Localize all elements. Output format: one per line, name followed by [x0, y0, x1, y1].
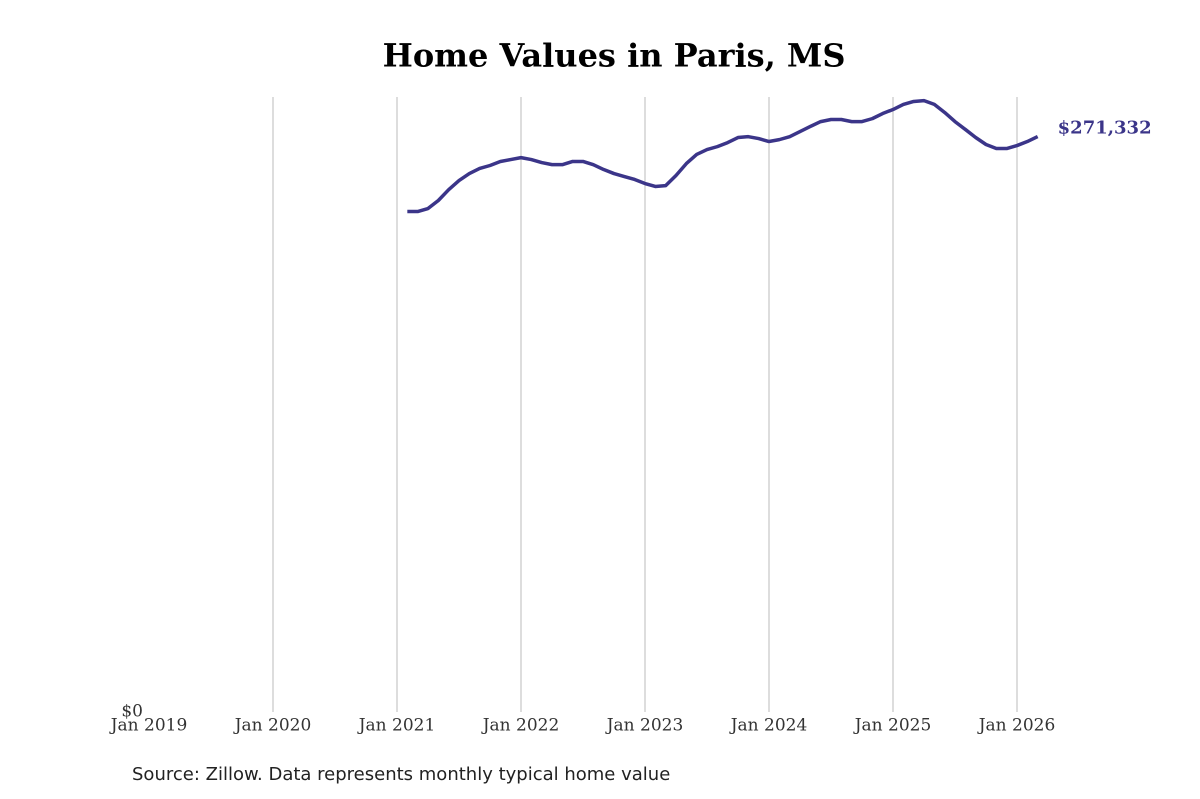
x-tick-label: Jan 2019 [109, 716, 188, 736]
x-tick-label: Jan 2023 [605, 716, 684, 736]
value-line [407, 98, 1039, 214]
x-tick-label: Jan 2026 [977, 716, 1056, 736]
x-tick-label: Jan 2024 [729, 716, 808, 736]
x-tick-label: Jan 2022 [481, 716, 560, 736]
x-tick-label: Jan 2025 [853, 716, 932, 736]
x-tick-label: Jan 2020 [233, 716, 312, 736]
source-note: Source: Zillow. Data represents monthly … [132, 764, 670, 785]
y-tick-label: $0 [121, 702, 143, 722]
x-tick-label: Jan 2021 [357, 716, 436, 736]
chart-title: Home Values in Paris, MS [383, 37, 846, 75]
value-label: $271,332 [1058, 118, 1152, 139]
